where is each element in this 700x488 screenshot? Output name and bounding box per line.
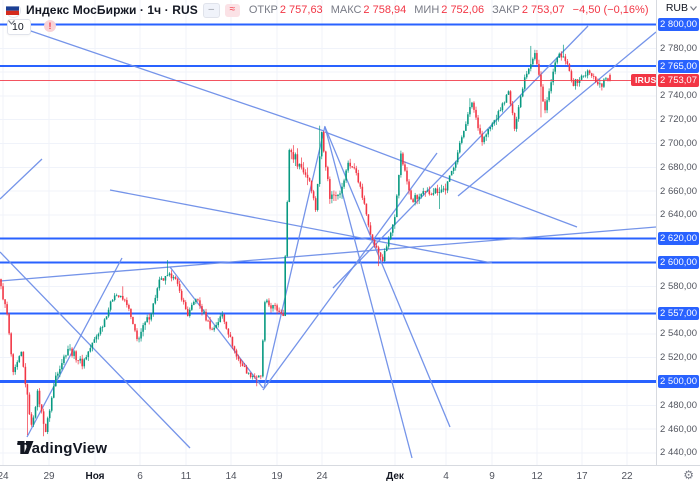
ohlc-readout: ОТКР 2 757,63 МАКС 2 758,94 МИН 2 752,06 ЗА… — [249, 4, 649, 16]
time-tick: 24 — [0, 471, 9, 482]
price-tick: 2 640,00 — [660, 209, 697, 221]
symbol-title[interactable]: Индекс МосБиржи · 1ч · RUS — [26, 3, 198, 17]
open-value: 2 757,63 — [279, 4, 323, 16]
price-tick: 2 740,00 — [660, 90, 697, 102]
price-level-label: 2 500,00 — [658, 375, 699, 388]
change-value: −4,50 (−0,16%) — [572, 4, 649, 16]
tradingview-mark-icon — [17, 441, 34, 454]
close-label: ЗАКР — [492, 4, 520, 16]
collapsed-count: 10 — [12, 21, 24, 33]
russia-flag-icon — [6, 2, 21, 18]
open-label: ОТКР — [248, 4, 278, 16]
time-tick: 29 — [43, 471, 55, 482]
time-tick: 12 — [531, 471, 543, 482]
chevron-down-icon — [8, 20, 15, 25]
time-tick: 24 — [316, 471, 328, 482]
last-price-label: 2 753,07 — [658, 73, 699, 87]
time-tick: 9 — [489, 471, 495, 482]
price-level-label: 2 800,00 — [658, 18, 699, 31]
price-axis[interactable]: RUB 2 780,00 2 740,00 2 720,00 2 700,00 2 68… — [656, 0, 700, 465]
tradingview-logo-text: TradingView — [17, 440, 108, 457]
time-tick-month: Дек — [386, 471, 404, 482]
close-value: 2 753,07 — [521, 4, 565, 16]
time-tick: 17 — [576, 471, 588, 482]
price-level-label: 2 765,00 — [658, 59, 699, 73]
chart-legend: Индекс МосБиржи · 1ч · RUS – ≈ ОТКР 2 757… — [6, 2, 649, 18]
price-tick: 2 540,00 — [660, 328, 697, 340]
price-tick: 2 680,00 — [660, 161, 697, 173]
time-tick: 19 — [271, 471, 283, 482]
high-value: 2 758,94 — [363, 4, 407, 16]
time-tick: 11 — [180, 471, 192, 482]
price-level-label: 2 557,00 — [658, 307, 699, 321]
hide-indicator-button[interactable]: – — [202, 2, 220, 18]
time-tick: 14 — [225, 471, 237, 482]
price-tick: 2 720,00 — [660, 114, 697, 126]
price-tick: 2 580,00 — [660, 280, 697, 292]
alert-icon[interactable]: ! — [44, 20, 56, 32]
price-tick: 2 700,00 — [660, 138, 697, 149]
price-tick: 2 520,00 — [660, 352, 697, 364]
price-tick: 2 480,00 — [660, 399, 697, 411]
time-axis[interactable]: ⚙ 24 29 Ноя 6 11 14 19 24 Дек 4 9 12 17 22 — [0, 465, 700, 488]
price-level-label: 2 620,00 — [658, 232, 699, 246]
wave-indicator-button[interactable]: ≈ — [224, 3, 240, 17]
price-tick: 2 780,00 — [660, 42, 697, 54]
time-tick-month: Ноя — [85, 471, 105, 482]
candlestick-chart[interactable] — [0, 0, 656, 465]
gear-icon[interactable]: ⚙ — [683, 468, 694, 482]
tradingview-logo[interactable]: TradingView — [17, 440, 107, 457]
currency-selector[interactable]: RUB — [666, 2, 697, 14]
price-tick: 2 440,00 — [660, 447, 697, 459]
low-label: МИН — [414, 4, 440, 16]
chevron-down-icon — [690, 5, 697, 11]
time-tick: 22 — [621, 471, 633, 482]
last-price-symbol-tag: IRUS — [631, 74, 656, 87]
price-level-label: 2 600,00 — [658, 256, 699, 269]
price-tick: 2 660,00 — [660, 185, 697, 197]
currency-label: RUB — [665, 2, 688, 14]
time-tick: 4 — [443, 471, 449, 482]
price-tick: 2 460,00 — [660, 423, 697, 435]
indicators-collapse-button[interactable]: 10 — [7, 19, 31, 35]
high-label: МАКС — [330, 4, 362, 16]
low-value: 2 752,06 — [441, 4, 485, 16]
chart-plot-area[interactable]: Индекс МосБиржи · 1ч · RUS – ≈ ОТКР 2 757… — [0, 0, 656, 465]
time-tick: 6 — [137, 471, 143, 482]
